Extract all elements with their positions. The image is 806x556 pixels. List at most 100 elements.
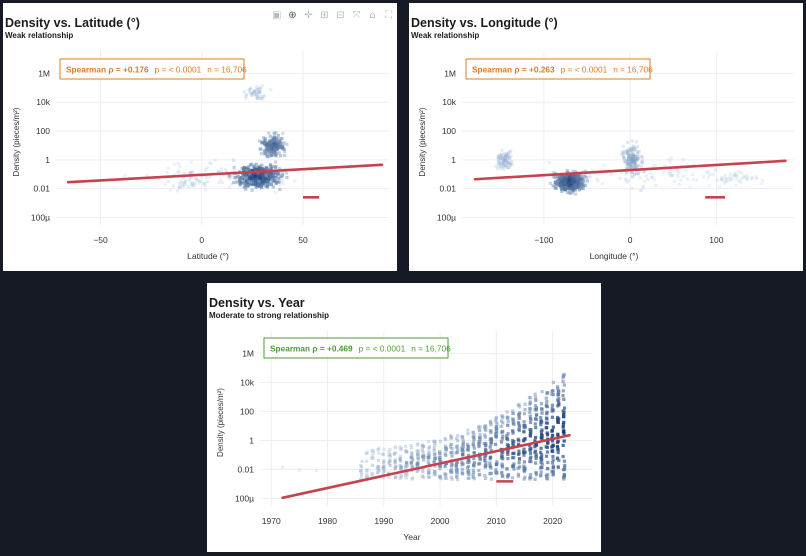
autoscale-icon[interactable]: ⤧ bbox=[352, 9, 361, 21]
latitude-chart-svg: 100µ 0.01 1 100 10k 1M −50 0 50 Latitude (°) Densi… bbox=[12, 51, 388, 261]
data-point bbox=[563, 187, 567, 191]
data-point bbox=[461, 443, 465, 447]
zoom-icon[interactable]: ⊕ bbox=[288, 9, 297, 21]
data-point bbox=[635, 157, 639, 162]
data-point bbox=[628, 164, 632, 168]
data-point bbox=[642, 179, 646, 184]
reset-axes-icon[interactable]: ⌂ bbox=[369, 9, 376, 21]
data-point bbox=[715, 178, 719, 182]
data-point bbox=[568, 187, 572, 191]
data-point bbox=[280, 172, 284, 176]
data-point bbox=[420, 448, 424, 452]
data-point bbox=[176, 170, 180, 175]
data-point bbox=[631, 153, 635, 157]
data-point bbox=[248, 177, 253, 181]
data-point bbox=[188, 172, 192, 176]
data-point bbox=[182, 180, 186, 184]
data-point bbox=[466, 471, 470, 475]
data-point bbox=[250, 182, 254, 187]
data-point bbox=[562, 420, 566, 424]
data-point bbox=[455, 475, 459, 479]
data-point bbox=[388, 459, 392, 463]
data-point bbox=[444, 446, 448, 450]
data-point bbox=[720, 178, 724, 182]
data-point bbox=[673, 168, 677, 172]
data-point bbox=[472, 464, 476, 468]
data-point bbox=[422, 445, 426, 449]
data-point bbox=[409, 446, 414, 450]
data-point bbox=[584, 169, 588, 173]
data-point bbox=[672, 179, 676, 184]
data-point bbox=[409, 454, 414, 458]
data-point bbox=[471, 475, 475, 479]
data-point bbox=[528, 473, 533, 477]
data-point bbox=[533, 439, 537, 443]
data-point bbox=[438, 463, 442, 467]
data-point bbox=[627, 157, 631, 161]
data-point bbox=[359, 469, 363, 473]
data-point bbox=[388, 463, 392, 467]
data-point bbox=[545, 431, 549, 435]
data-point bbox=[269, 163, 273, 167]
data-point bbox=[270, 164, 274, 169]
data-point bbox=[280, 465, 285, 469]
data-point bbox=[477, 428, 481, 432]
data-point bbox=[258, 147, 262, 151]
data-point bbox=[628, 163, 633, 167]
data-point bbox=[248, 180, 252, 184]
data-point bbox=[178, 164, 182, 169]
data-point bbox=[528, 407, 532, 411]
data-point bbox=[635, 150, 639, 154]
data-point bbox=[505, 475, 510, 479]
data-point bbox=[632, 146, 636, 150]
data-point bbox=[633, 166, 637, 170]
data-point bbox=[247, 90, 251, 94]
data-point bbox=[505, 165, 509, 169]
data-point bbox=[516, 474, 521, 478]
data-point bbox=[387, 475, 391, 479]
data-point bbox=[278, 167, 282, 171]
data-point bbox=[502, 159, 506, 163]
data-point bbox=[735, 173, 740, 177]
zoom-in-icon[interactable]: ⊞ bbox=[320, 9, 329, 21]
x-tick-label: 50 bbox=[298, 235, 308, 245]
data-point bbox=[460, 436, 464, 440]
data-point bbox=[404, 450, 409, 454]
data-point bbox=[734, 183, 738, 187]
data-point bbox=[551, 473, 555, 477]
data-point bbox=[534, 412, 539, 417]
data-point bbox=[370, 472, 374, 476]
data-point bbox=[556, 440, 560, 444]
data-point bbox=[626, 149, 630, 153]
camera-icon[interactable]: ▣ bbox=[272, 9, 282, 21]
data-point bbox=[512, 467, 516, 471]
data-point bbox=[405, 472, 409, 477]
data-point bbox=[561, 181, 565, 185]
data-point bbox=[471, 475, 475, 479]
data-point bbox=[633, 159, 637, 163]
data-point bbox=[654, 183, 658, 188]
zoom-out-icon[interactable]: ⊟ bbox=[336, 9, 345, 21]
stats-p: p = < 0.0001 bbox=[359, 344, 406, 354]
data-point bbox=[190, 182, 194, 186]
data-point bbox=[274, 131, 278, 135]
data-point bbox=[544, 445, 548, 449]
y-tick-label: 100 bbox=[36, 126, 50, 136]
data-point bbox=[443, 476, 447, 480]
data-point bbox=[548, 161, 552, 165]
pan-icon[interactable]: ✛ bbox=[304, 9, 313, 21]
data-point bbox=[512, 421, 516, 425]
data-point bbox=[471, 468, 475, 472]
data-point bbox=[232, 174, 236, 178]
data-point bbox=[409, 443, 413, 448]
data-point bbox=[561, 422, 565, 427]
data-point bbox=[623, 160, 627, 164]
data-point bbox=[483, 424, 487, 428]
data-point bbox=[489, 431, 493, 435]
data-point bbox=[438, 475, 442, 479]
fullscreen-icon[interactable]: ⛶ bbox=[385, 9, 392, 21]
data-point bbox=[461, 438, 465, 442]
data-point bbox=[488, 419, 492, 423]
data-point bbox=[499, 424, 503, 428]
data-point bbox=[484, 425, 488, 429]
